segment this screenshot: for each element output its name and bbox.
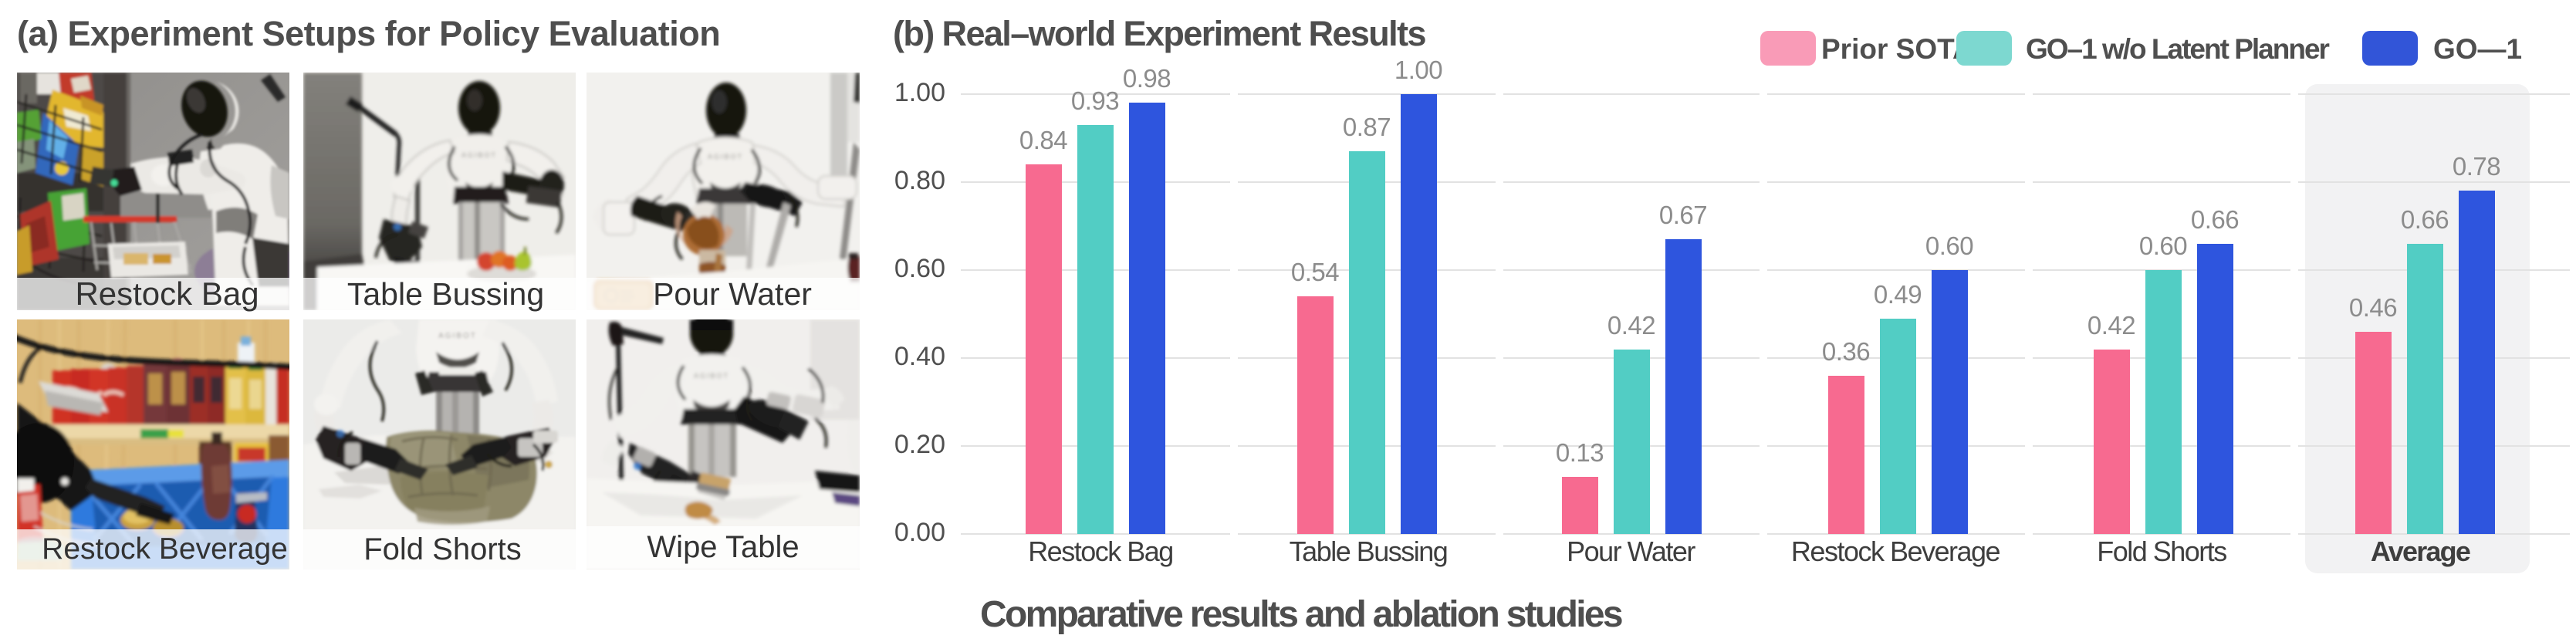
svg-text:AGIBOT: AGIBOT — [694, 372, 729, 380]
svg-text:AGIBOT: AGIBOT — [708, 153, 743, 160]
svg-text:AGIBOT: AGIBOT — [461, 151, 497, 159]
svg-text:AGIBOT: AGIBOT — [438, 332, 477, 340]
